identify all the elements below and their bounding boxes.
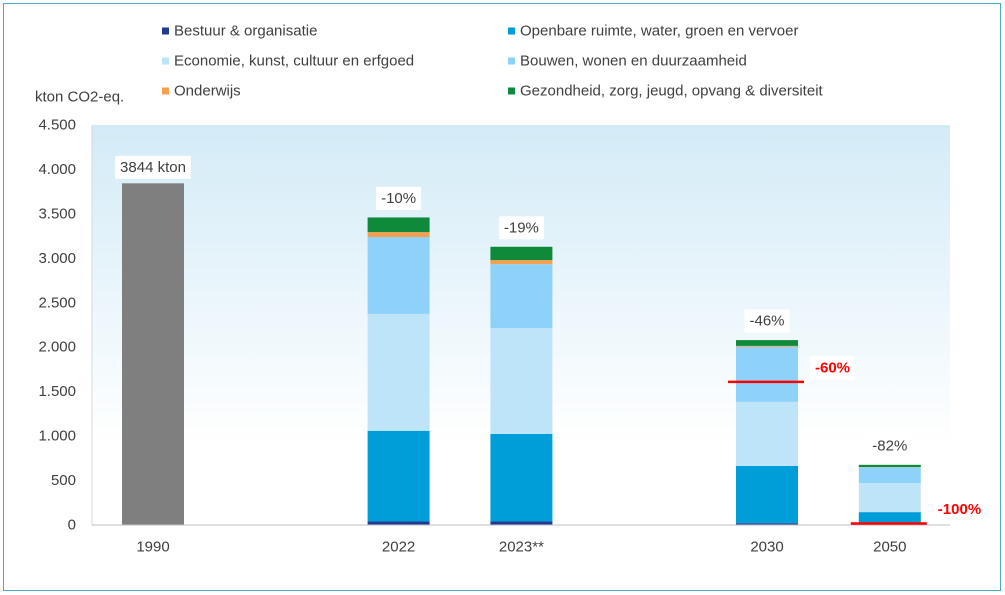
- change-label-2023-box: [498, 216, 544, 240]
- bar-bouwen-wonen-en-duurzaamheid-2022: [367, 237, 430, 314]
- target-label-2050-box: [932, 498, 987, 521]
- legend-swatch: [162, 57, 169, 65]
- bar-baseline-1990: [122, 183, 184, 526]
- bar-economie-kunst-cultuur-en-erfgoed-2050: [858, 483, 921, 513]
- change-label-2050-box: [867, 434, 913, 458]
- bar-onderwijs-2023: [490, 260, 553, 265]
- legend-label: Gezondheid, zorg, jeugd, opvang & divers…: [520, 83, 824, 100]
- change-label-2022-box: [376, 186, 422, 210]
- legend-swatch: [508, 57, 515, 65]
- legend-label: Bouwen, wonen en duurzaamheid: [520, 53, 747, 70]
- y-tick-label: 3.500: [38, 205, 76, 222]
- change-label-2022-text: -10%: [381, 190, 416, 207]
- y-tick-label: 0: [68, 517, 76, 534]
- y-tick-label: 500: [51, 472, 76, 489]
- bar-economie-kunst-cultuur-en-erfgoed-2022: [367, 313, 430, 431]
- bar-stack-2022: [367, 217, 430, 525]
- change-label-2023: -19%: [498, 216, 544, 240]
- y-axis-label: kton CO2-eq.: [35, 89, 124, 106]
- change-label-2022: -10%: [376, 186, 422, 210]
- legend-swatch: [162, 87, 169, 95]
- x-tick-label: 2030: [750, 539, 783, 556]
- bar-gezondheid-zorg-jeugd-opvang-diversiteit-2023: [490, 246, 553, 261]
- bar-bestuur-organisatie-2022: [367, 521, 430, 525]
- y-tick-label: 2.000: [38, 339, 76, 356]
- legend-item-bouwen-wonen-en-duurzaamheid: Bouwen, wonen en duurzaamheid: [508, 53, 747, 70]
- change-label-2030-text: -46%: [749, 313, 784, 330]
- bar-stack-2050: [858, 464, 921, 525]
- baseline-label-text: 3844 kton: [120, 159, 186, 176]
- bars: [122, 183, 921, 526]
- y-tick-label: 1.000: [38, 428, 76, 445]
- bar-stack-2023: [490, 246, 553, 525]
- bar-economie-kunst-cultuur-en-erfgoed-2023: [490, 328, 553, 434]
- bar-openbare-ruimte-water-groen-en-vervoer-2023: [490, 433, 553, 522]
- x-tick-label: 2023**: [499, 539, 544, 556]
- bar-openbare-ruimte-water-groen-en-vervoer-2022: [367, 430, 430, 522]
- baseline-label-box: [115, 155, 191, 179]
- y-tick-label: 1.500: [38, 383, 76, 400]
- legend-label: Economie, kunst, cultuur en erfgoed: [174, 53, 414, 70]
- change-label-2030-box: [744, 309, 790, 333]
- bar-gezondheid-zorg-jeugd-opvang-diversiteit-2050: [858, 464, 921, 468]
- legend-item-gezondheid-zorg-jeugd-opvang-diversiteit: Gezondheid, zorg, jeugd, opvang & divers…: [508, 83, 824, 100]
- x-axis: 1990 2022 2023** 2030 2050: [92, 524, 950, 556]
- legend-swatch: [508, 87, 515, 95]
- bar-onderwijs-2030: [736, 345, 798, 347]
- legend-item-onderwijs: Onderwijs: [162, 83, 241, 100]
- legend: Bestuur & organisatie Openbare ruimte, wa…: [162, 23, 824, 100]
- bar-openbare-ruimte-water-groen-en-vervoer-2050: [858, 512, 921, 525]
- y-tick-label: 3.000: [38, 250, 76, 267]
- bar-economie-kunst-cultuur-en-erfgoed-2030: [736, 401, 798, 466]
- target-label-2050-text: -100%: [938, 501, 981, 518]
- bar-bestuur-organisatie-2023: [490, 521, 553, 525]
- bar-gezondheid-zorg-jeugd-opvang-diversiteit-2030: [736, 340, 798, 346]
- x-tick-label: 2022: [382, 539, 415, 556]
- baseline-label: 3844 kton: [115, 155, 191, 179]
- legend-item-openbare-ruimte-water-groen-en-vervoer: Openbare ruimte, water, groen en vervoer: [508, 23, 798, 40]
- x-tick-label: 1990: [136, 539, 169, 556]
- legend-label: Onderwijs: [174, 83, 241, 100]
- y-axis: 0 500 1.000 1.500 2.000 2.500 3.000 3.500 4.000 4…: [38, 117, 93, 534]
- bar-bouwen-wonen-en-duurzaamheid-2030: [736, 346, 798, 402]
- bar-bestuur-organisatie-2030: [736, 523, 798, 525]
- legend-item-economie-kunst-cultuur-en-erfgoed: Economie, kunst, cultuur en erfgoed: [162, 53, 414, 70]
- change-label-2023-text: -19%: [504, 219, 539, 236]
- x-tick-label: 2050: [873, 539, 906, 556]
- legend-item-bestuur-organisatie: Bestuur & organisatie: [162, 23, 317, 40]
- legend-label: Bestuur & organisatie: [174, 23, 317, 40]
- bar-bouwen-wonen-en-duurzaamheid-2050: [858, 467, 921, 484]
- bar-stack-1990: [122, 183, 184, 526]
- annotations: 3844 kton -10% -19% -46% -82% -60% -100%: [115, 155, 987, 525]
- bar-openbare-ruimte-water-groen-en-vervoer-2030: [736, 465, 798, 524]
- y-tick-label: 2.500: [38, 294, 76, 311]
- bar-onderwijs-2022: [367, 232, 430, 237]
- legend-swatch: [162, 27, 169, 35]
- y-tick-label: 4.000: [38, 161, 76, 178]
- bar-gezondheid-zorg-jeugd-opvang-diversiteit-2022: [367, 217, 430, 233]
- legend-label: Openbare ruimte, water, groen en vervoer: [520, 23, 798, 40]
- target-label-2030-box: [810, 356, 856, 380]
- target-label-2030: -60%: [810, 356, 856, 380]
- change-label-2030: -46%: [744, 309, 790, 333]
- chart-frame: [3, 3, 1001, 591]
- bar-stack-2030: [736, 340, 798, 525]
- target-label-2030-text: -60%: [815, 359, 850, 376]
- legend-swatch: [508, 27, 515, 35]
- bar-bouwen-wonen-en-duurzaamheid-2023: [490, 264, 553, 329]
- y-tick-label: 4.500: [38, 117, 76, 134]
- change-label-2050-text: -82%: [872, 437, 907, 454]
- change-label-2050: -82%: [867, 434, 913, 458]
- target-label-2050: -100%: [932, 498, 987, 521]
